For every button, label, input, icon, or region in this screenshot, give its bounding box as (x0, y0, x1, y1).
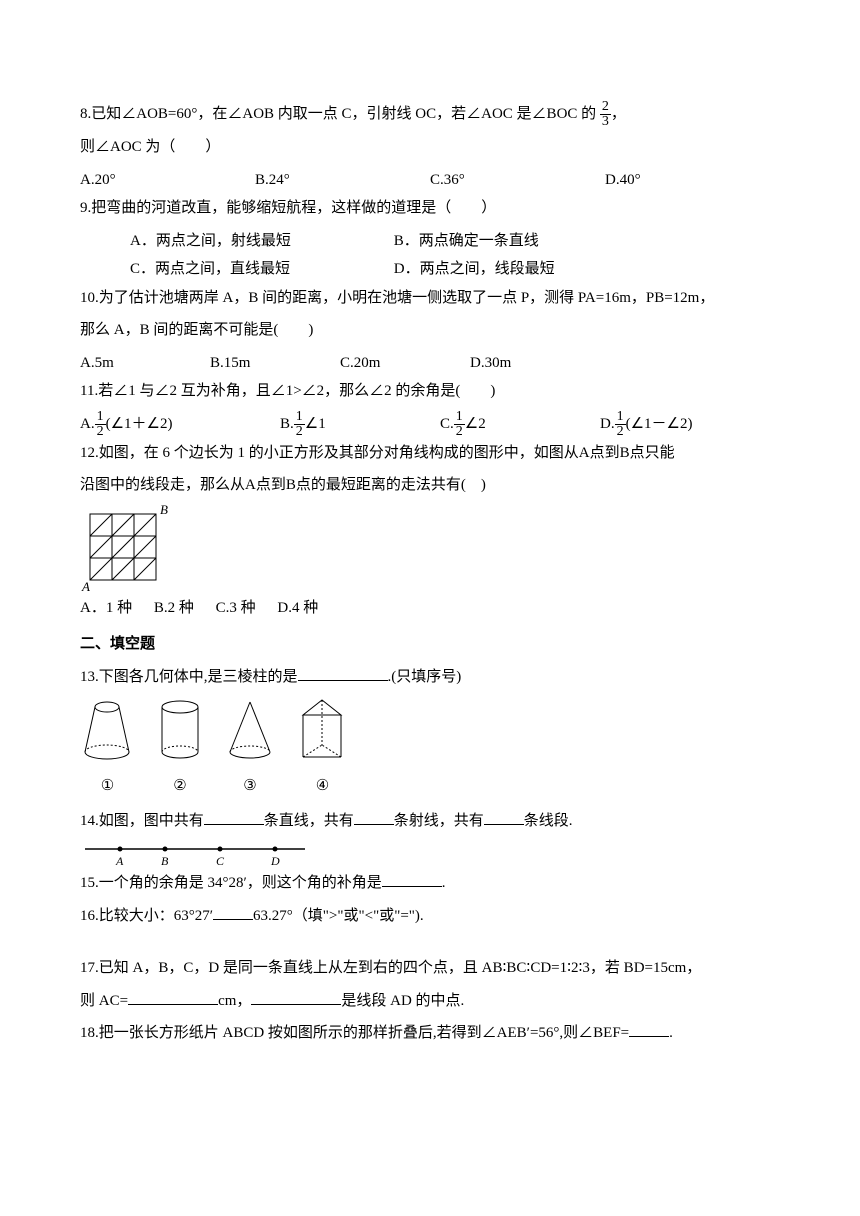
q9-opt-d: D．两点之间，线段最短 (394, 261, 555, 277)
blank (382, 872, 442, 887)
blank (204, 810, 264, 825)
blank (128, 990, 218, 1005)
svg-text:B: B (161, 854, 169, 868)
q11-options: A.12(∠1＋∠2) B.12∠1 C.12∠2 D.12(∠1－∠2) (80, 410, 780, 439)
blank (213, 905, 253, 920)
question-11: 11.若∠1 与∠2 互为补角，且∠1>∠2，那么∠2 的余角是( ) (80, 377, 780, 406)
label-1: ① (80, 772, 135, 801)
q8-opt-a: A.20° (80, 166, 255, 195)
q11-opt-d: D.12(∠1－∠2) (600, 410, 692, 439)
number-line-icon: A B C D (80, 839, 310, 869)
q8-opt-d: D.40° (605, 166, 780, 195)
q12-figure: B A (80, 504, 780, 594)
q11-opt-a: A.12(∠1＋∠2) (80, 410, 280, 439)
q10-opt-d: D.30m (470, 349, 511, 378)
shape-triangular-prism: ④ (295, 697, 350, 801)
q9-options-row2: C．两点之间，直线最短 D．两点之间，线段最短 (80, 255, 780, 284)
q14-figure: A B C D (80, 839, 780, 869)
q10-opt-b: B.15m (210, 349, 340, 378)
fraction-1-2: 12 (615, 410, 626, 439)
svg-text:A: A (115, 854, 124, 868)
fraction-1-2: 12 (454, 410, 465, 439)
q8-opt-c: C.36° (430, 166, 605, 195)
blank (354, 810, 394, 825)
svg-text:C: C (216, 854, 225, 868)
label-2: ② (155, 772, 205, 801)
blank (298, 666, 388, 681)
svg-text:D: D (270, 854, 280, 868)
q8-text-a: 8.已知∠AOB=60°，在∠AOB 内取一点 C，引射线 OC，若∠AOC 是… (80, 106, 596, 122)
q8-opt-b: B.24° (255, 166, 430, 195)
q12-opt-b: B.2 种 (154, 600, 194, 616)
shape-cylinder: ② (155, 697, 205, 801)
q12-line2: 沿图中的线段走，那么从A点到B点的最短距离的走法共有( ) (80, 471, 780, 500)
q12-opt-c: C.3 种 (216, 600, 256, 616)
cone-icon (225, 697, 275, 772)
q8-text-b: ， (611, 106, 626, 122)
question-14: 14.如图，图中共有条直线，共有条射线，共有条线段. (80, 807, 780, 836)
q8-options: A.20° B.24° C.36° D.40° (80, 166, 780, 195)
label-3: ③ (225, 772, 275, 801)
q13-figures: ① ② ③ ④ (80, 697, 780, 801)
label-b: B (160, 504, 168, 517)
q10-line2: 那么 A，B 间的距离不可能是( ) (80, 316, 780, 345)
question-18: 18.把一张长方形纸片 ABCD 按如图所示的那样折叠后,若得到∠AEB′=56… (80, 1019, 780, 1048)
q12-opt-a: A．1 种 (80, 600, 132, 616)
question-9: 9.把弯曲的河道改直，能够缩短航程，这样做的道理是（ ） (80, 194, 780, 223)
question-16: 16.比较大小：63°27′63.27°（填">"或"<"或"="). (80, 902, 780, 931)
q12-opt-d: D.4 种 (277, 600, 318, 616)
question-17: 17.已知 A，B，C，D 是同一条直线上从左到右的四个点，且 AB∶BC∶CD… (80, 954, 780, 983)
q12-options: A．1 种 B.2 种 C.3 种 D.4 种 (80, 594, 780, 623)
label-4: ④ (295, 772, 350, 801)
label-a: A (81, 579, 90, 594)
blank (629, 1022, 669, 1037)
blank (484, 810, 524, 825)
section-2-title: 二、填空题 (80, 630, 780, 659)
q10-opt-a: A.5m (80, 349, 210, 378)
cylinder-icon (155, 697, 205, 772)
q9-opt-c: C．两点之间，直线最短 (130, 255, 390, 284)
q10-options: A.5m B.15m C.20m D.30m (80, 349, 780, 378)
fraction-1-2: 12 (95, 410, 106, 439)
q8-line2: 则∠AOC 为（ ） (80, 133, 780, 162)
blank (251, 990, 341, 1005)
frustum-icon (80, 697, 135, 772)
q11-opt-c: C.12∠2 (440, 410, 600, 439)
grid-diagram-icon: B A (80, 504, 190, 594)
question-8: 8.已知∠AOB=60°，在∠AOB 内取一点 C，引射线 OC，若∠AOC 是… (80, 100, 780, 129)
shape-frustum: ① (80, 697, 135, 801)
question-13: 13.下图各几何体中,是三棱柱的是.(只填序号) (80, 663, 780, 692)
fraction-2-3: 2 3 (600, 100, 611, 129)
question-10: 10.为了估计池塘两岸 A，B 间的距离，小明在池塘一侧选取了一点 P，测得 P… (80, 284, 780, 313)
q9-opt-b: B．两点确定一条直线 (394, 233, 539, 249)
q9-opt-a: A．两点之间，射线最短 (130, 227, 390, 256)
prism-icon (295, 697, 350, 772)
q9-options-row1: A．两点之间，射线最短 B．两点确定一条直线 (80, 227, 780, 256)
q17-line2: 则 AC=cm，是线段 AD 的中点. (80, 987, 780, 1016)
shape-cone: ③ (225, 697, 275, 801)
q11-opt-b: B.12∠1 (280, 410, 440, 439)
fraction-1-2: 12 (294, 410, 305, 439)
q10-opt-c: C.20m (340, 349, 470, 378)
question-15: 15.一个角的余角是 34°28′，则这个角的补角是. (80, 869, 780, 898)
question-12: 12.如图，在 6 个边长为 1 的小正方形及其部分对角线构成的图形中，如图从A… (80, 439, 780, 468)
